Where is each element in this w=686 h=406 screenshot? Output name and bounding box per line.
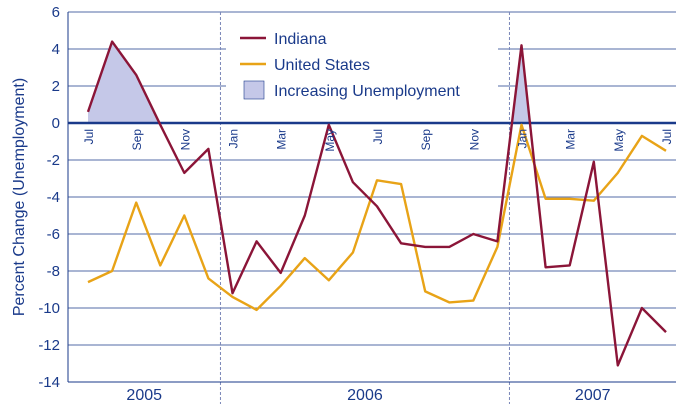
month-tick-label: Sep bbox=[130, 129, 144, 151]
indiana-line bbox=[86, 40, 667, 367]
legend-swatch bbox=[243, 80, 265, 100]
y-tick-labels: 6 4 2 0 -2 -4 -6 -8 -10 -12 -14 bbox=[38, 4, 60, 391]
legend: Indiana United States Increasing Unemploym… bbox=[226, 22, 498, 106]
year-dividers bbox=[219, 12, 510, 404]
plot-frame bbox=[67, 12, 676, 383]
month-tick-label: Jan bbox=[227, 129, 241, 148]
month-tick-label: Jan bbox=[516, 129, 530, 148]
y-tick-label: -12 bbox=[38, 337, 60, 354]
y-tick-label: -6 bbox=[47, 226, 60, 243]
month-tick-label: Jul bbox=[82, 129, 96, 144]
series-lines bbox=[86, 40, 667, 367]
legend-label: Indiana bbox=[274, 31, 327, 48]
month-tick-label: Nov bbox=[467, 129, 481, 150]
month-tick-label: Jul bbox=[371, 129, 385, 144]
y-tick-label: -4 bbox=[47, 189, 60, 206]
month-tick-label: Nov bbox=[178, 129, 192, 150]
month-tick-label: Mar bbox=[275, 129, 289, 150]
month-tick-label: Mar bbox=[564, 129, 578, 150]
y-tick-label: 6 bbox=[52, 4, 60, 21]
year-label: 2006 bbox=[347, 387, 383, 404]
y-tick-label: 0 bbox=[52, 115, 60, 132]
month-tick-label: Sep bbox=[419, 129, 433, 151]
month-tick-label: May bbox=[323, 129, 337, 152]
year-labels: 2005 2006 2007 bbox=[126, 387, 610, 404]
month-tick-labels: Jul Sep Nov Jan Mar May Jul Sep Nov Jan Mar May Jul bbox=[82, 129, 674, 152]
shaded-area bbox=[511, 45, 530, 123]
year-label: 2005 bbox=[126, 387, 162, 404]
united-states-line bbox=[87, 123, 667, 312]
y-axis-label: Percent Change (Unemployment) bbox=[11, 78, 28, 316]
y-tick-label: 4 bbox=[52, 41, 60, 58]
y-tick-label: -2 bbox=[47, 152, 60, 169]
legend-background bbox=[226, 22, 498, 106]
y-tick-label: -10 bbox=[38, 300, 60, 317]
legend-label: United States bbox=[274, 57, 370, 74]
y-tick-label: -8 bbox=[47, 263, 60, 280]
month-tick-label: May bbox=[612, 129, 626, 152]
y-tick-label: -14 bbox=[38, 374, 60, 391]
year-label: 2007 bbox=[575, 387, 611, 404]
legend-label: Increasing Unemployment bbox=[274, 83, 460, 100]
month-tick-label: Jul bbox=[660, 129, 674, 144]
y-tick-label: 2 bbox=[52, 78, 60, 95]
